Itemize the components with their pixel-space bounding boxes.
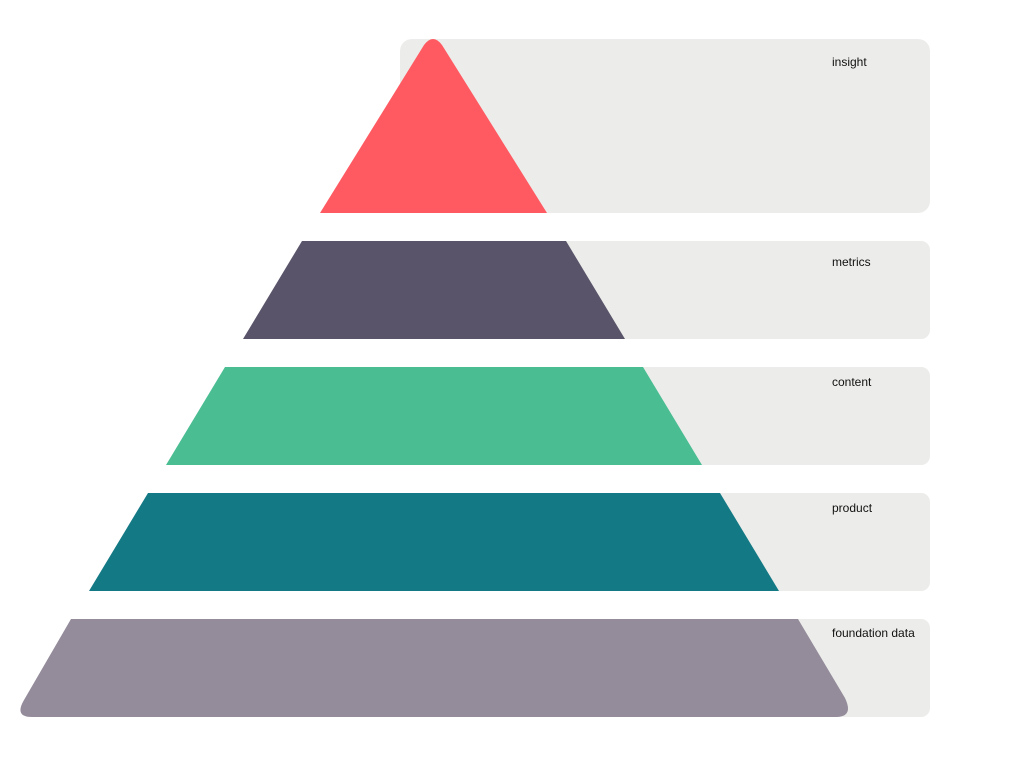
level-label: product [832, 501, 873, 515]
level-shape [89, 493, 779, 591]
level-shape [243, 241, 625, 339]
level-label: metrics [832, 255, 871, 269]
pyramid-level-metrics: metrics [243, 241, 930, 339]
pyramid-level-content: content [166, 367, 930, 465]
level-label: foundation data [832, 626, 915, 640]
level-label: content [832, 375, 872, 389]
level-shape [20, 619, 848, 717]
level-panel [400, 39, 930, 213]
level-shape [166, 367, 702, 465]
pyramid-level-foundation-data: foundation data [20, 619, 930, 717]
pyramid-level-insight: insight [320, 39, 930, 213]
level-shape [320, 39, 547, 213]
pyramid-level-product: product [89, 493, 930, 591]
level-label: insight [832, 55, 867, 69]
